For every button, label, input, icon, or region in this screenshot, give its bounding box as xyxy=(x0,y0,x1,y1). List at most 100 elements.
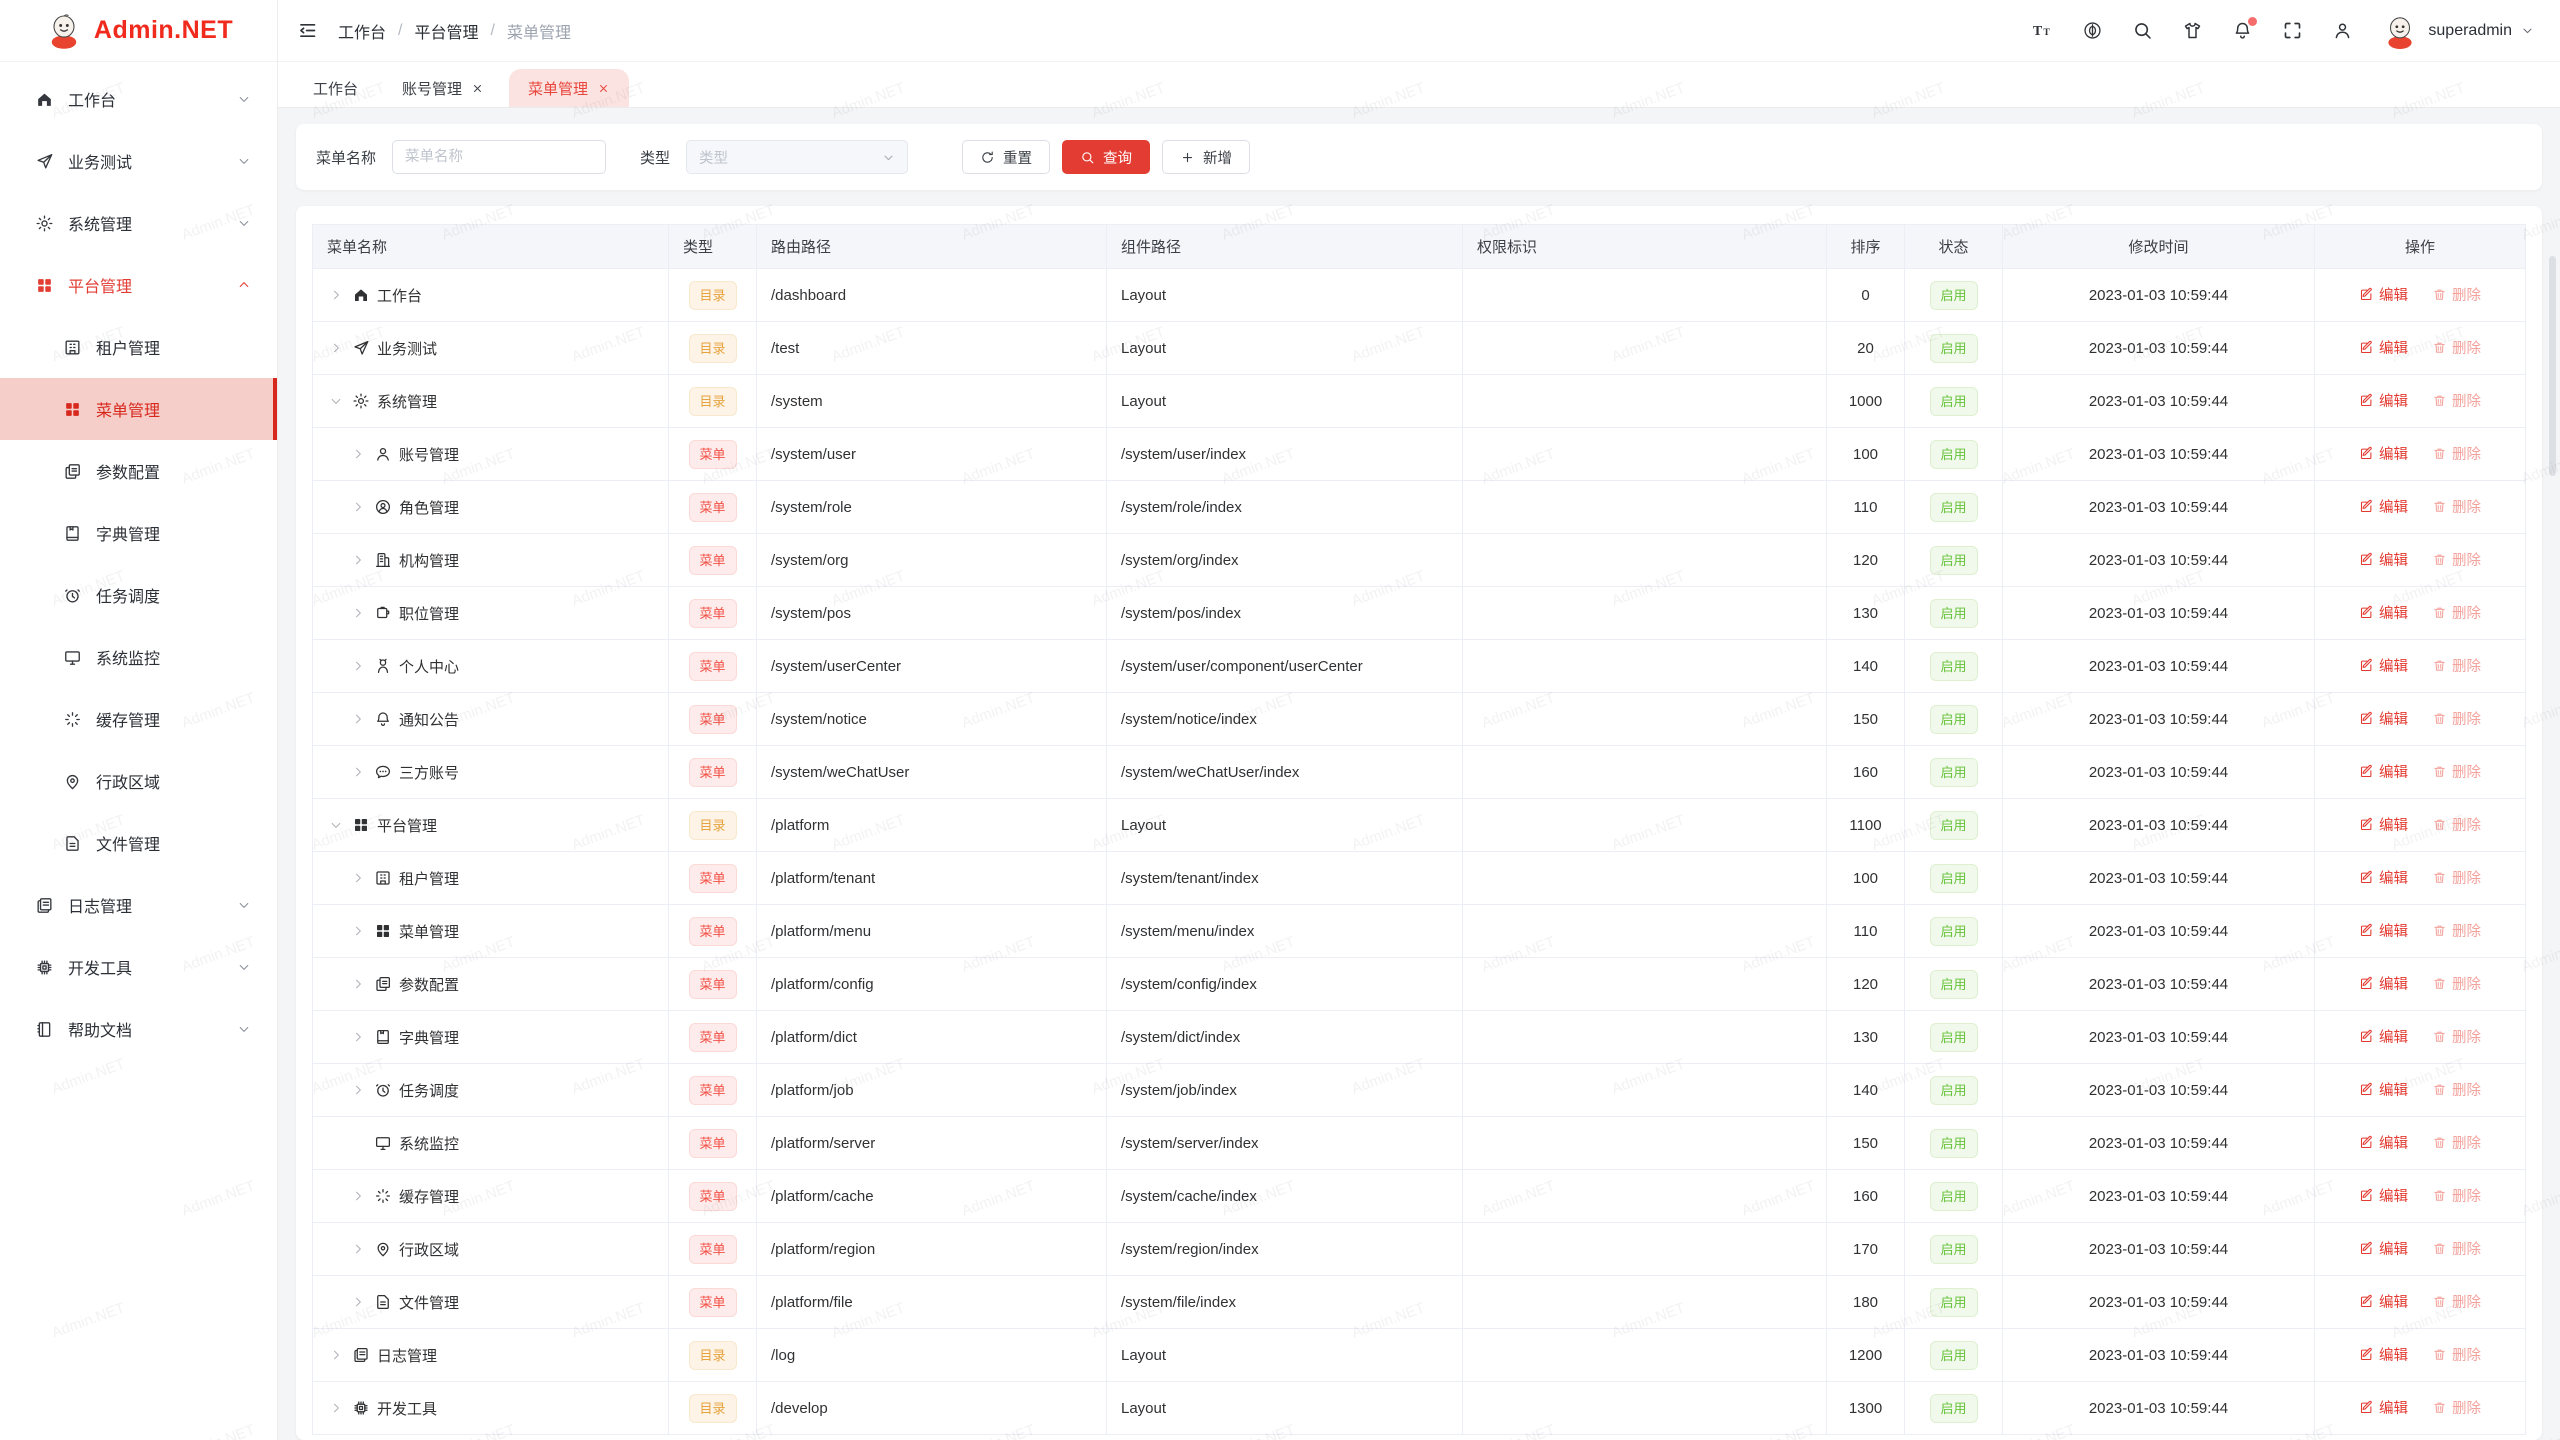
row-expand-icon[interactable] xyxy=(327,1348,345,1362)
sidebar-item-cache[interactable]: 缓存管理 xyxy=(0,688,277,750)
delete-button[interactable]: 删除 xyxy=(2432,1079,2481,1100)
delete-button[interactable]: 删除 xyxy=(2432,602,2481,623)
row-expand-icon[interactable] xyxy=(349,712,367,726)
reset-button[interactable]: 重置 xyxy=(962,140,1051,174)
delete-button[interactable]: 删除 xyxy=(2432,1132,2481,1153)
close-tab-icon[interactable] xyxy=(597,82,610,95)
row-expand-icon[interactable] xyxy=(349,606,367,620)
sidebar-item-file[interactable]: 文件管理 xyxy=(0,812,277,874)
breadcrumb-item[interactable]: 平台管理 xyxy=(414,24,479,42)
edit-button[interactable]: 编辑 xyxy=(2359,1238,2408,1259)
edit-button[interactable]: 编辑 xyxy=(2359,1079,2408,1100)
delete-button[interactable]: 删除 xyxy=(2432,1291,2481,1312)
delete-button[interactable]: 删除 xyxy=(2432,496,2481,517)
edit-button[interactable]: 编辑 xyxy=(2359,549,2408,570)
edit-button[interactable]: 编辑 xyxy=(2359,1026,2408,1047)
delete-button[interactable]: 删除 xyxy=(2432,390,2481,411)
delete-button[interactable]: 删除 xyxy=(2432,1397,2481,1418)
delete-button[interactable]: 删除 xyxy=(2432,973,2481,994)
menu-name-input[interactable] xyxy=(392,140,607,174)
delete-button[interactable]: 删除 xyxy=(2432,1185,2481,1206)
type-select[interactable]: 类型 xyxy=(686,140,909,174)
row-expand-icon[interactable] xyxy=(327,288,345,302)
sidebar-item-platform[interactable]: 平台管理 xyxy=(0,254,277,316)
search-icon[interactable] xyxy=(2131,20,2153,42)
delete-button[interactable]: 删除 xyxy=(2432,549,2481,570)
row-expand-icon[interactable] xyxy=(349,447,367,461)
sidebar-item-server[interactable]: 系统监控 xyxy=(0,626,277,688)
row-expand-icon[interactable] xyxy=(349,1030,367,1044)
sidebar-item-tenant[interactable]: 租户管理 xyxy=(0,316,277,378)
sidebar-item-dict[interactable]: 字典管理 xyxy=(0,502,277,564)
row-expand-icon[interactable] xyxy=(349,500,367,514)
delete-button[interactable]: 删除 xyxy=(2432,1238,2481,1259)
delete-button[interactable]: 删除 xyxy=(2432,1026,2481,1047)
delete-button[interactable]: 删除 xyxy=(2432,920,2481,941)
sidebar-item-region[interactable]: 行政区域 xyxy=(0,750,277,812)
delete-button[interactable]: 删除 xyxy=(2432,814,2481,835)
sidebar-item-menu[interactable]: 菜单管理 xyxy=(0,378,277,440)
edit-button[interactable]: 编辑 xyxy=(2359,1132,2408,1153)
edit-button[interactable]: 编辑 xyxy=(2359,1397,2408,1418)
close-tab-icon[interactable] xyxy=(471,82,484,95)
row-expand-icon[interactable] xyxy=(349,924,367,938)
edit-button[interactable]: 编辑 xyxy=(2359,761,2408,782)
row-expand-icon[interactable] xyxy=(349,1242,367,1256)
row-collapse-icon[interactable] xyxy=(327,394,345,408)
fullscreen-icon[interactable] xyxy=(2281,20,2303,42)
sidebar-item-config[interactable]: 参数配置 xyxy=(0,440,277,502)
edit-button[interactable]: 编辑 xyxy=(2359,337,2408,358)
sidebar-item-help[interactable]: 帮助文档 xyxy=(0,998,277,1060)
edit-button[interactable]: 编辑 xyxy=(2359,973,2408,994)
language-icon[interactable] xyxy=(2081,20,2103,42)
edit-button[interactable]: 编辑 xyxy=(2359,814,2408,835)
row-expand-icon[interactable] xyxy=(349,553,367,567)
table-scrollbar[interactable] xyxy=(2549,256,2556,476)
delete-button[interactable]: 删除 xyxy=(2432,655,2481,676)
delete-button[interactable]: 删除 xyxy=(2432,337,2481,358)
row-collapse-icon[interactable] xyxy=(327,818,345,832)
edit-button[interactable]: 编辑 xyxy=(2359,390,2408,411)
edit-button[interactable]: 编辑 xyxy=(2359,1185,2408,1206)
sidebar-item-business-test[interactable]: 业务测试 xyxy=(0,130,277,192)
row-expand-icon[interactable] xyxy=(349,1083,367,1097)
sidebar-item-workbench[interactable]: 工作台 xyxy=(0,68,277,130)
add-button[interactable]: 新增 xyxy=(1162,140,1251,174)
row-expand-icon[interactable] xyxy=(327,341,345,355)
edit-button[interactable]: 编辑 xyxy=(2359,1344,2408,1365)
edit-button[interactable]: 编辑 xyxy=(2359,708,2408,729)
tab-1[interactable]: 账号管理 xyxy=(383,69,503,107)
search-button[interactable]: 查询 xyxy=(1062,140,1151,174)
edit-button[interactable]: 编辑 xyxy=(2359,655,2408,676)
sidebar-item-log[interactable]: 日志管理 xyxy=(0,874,277,936)
edit-button[interactable]: 编辑 xyxy=(2359,867,2408,888)
delete-button[interactable]: 删除 xyxy=(2432,443,2481,464)
sidebar-item-job[interactable]: 任务调度 xyxy=(0,564,277,626)
user-icon[interactable] xyxy=(2331,20,2353,42)
notification-icon[interactable] xyxy=(2231,16,2258,42)
delete-button[interactable]: 删除 xyxy=(2432,1344,2481,1365)
row-expand-icon[interactable] xyxy=(327,1401,345,1415)
delete-button[interactable]: 删除 xyxy=(2432,708,2481,729)
edit-button[interactable]: 编辑 xyxy=(2359,1291,2408,1312)
row-expand-icon[interactable] xyxy=(349,977,367,991)
tab-0[interactable]: 工作台 xyxy=(294,69,377,107)
sidebar-item-system[interactable]: 系统管理 xyxy=(0,192,277,254)
row-expand-icon[interactable] xyxy=(349,765,367,779)
user-menu[interactable]: superadmin xyxy=(2381,12,2534,50)
breadcrumb-item[interactable]: 工作台 xyxy=(338,24,387,42)
edit-button[interactable]: 编辑 xyxy=(2359,602,2408,623)
theme-icon[interactable] xyxy=(2181,20,2203,42)
collapse-sidebar-icon[interactable] xyxy=(296,20,318,42)
edit-button[interactable]: 编辑 xyxy=(2359,284,2408,305)
delete-button[interactable]: 删除 xyxy=(2432,761,2481,782)
tab-2[interactable]: 菜单管理 xyxy=(509,69,630,107)
row-expand-icon[interactable] xyxy=(349,871,367,885)
row-expand-icon[interactable] xyxy=(349,1295,367,1309)
delete-button[interactable]: 删除 xyxy=(2432,284,2481,305)
delete-button[interactable]: 删除 xyxy=(2432,867,2481,888)
edit-button[interactable]: 编辑 xyxy=(2359,443,2408,464)
edit-button[interactable]: 编辑 xyxy=(2359,496,2408,517)
sidebar-item-develop[interactable]: 开发工具 xyxy=(0,936,277,998)
